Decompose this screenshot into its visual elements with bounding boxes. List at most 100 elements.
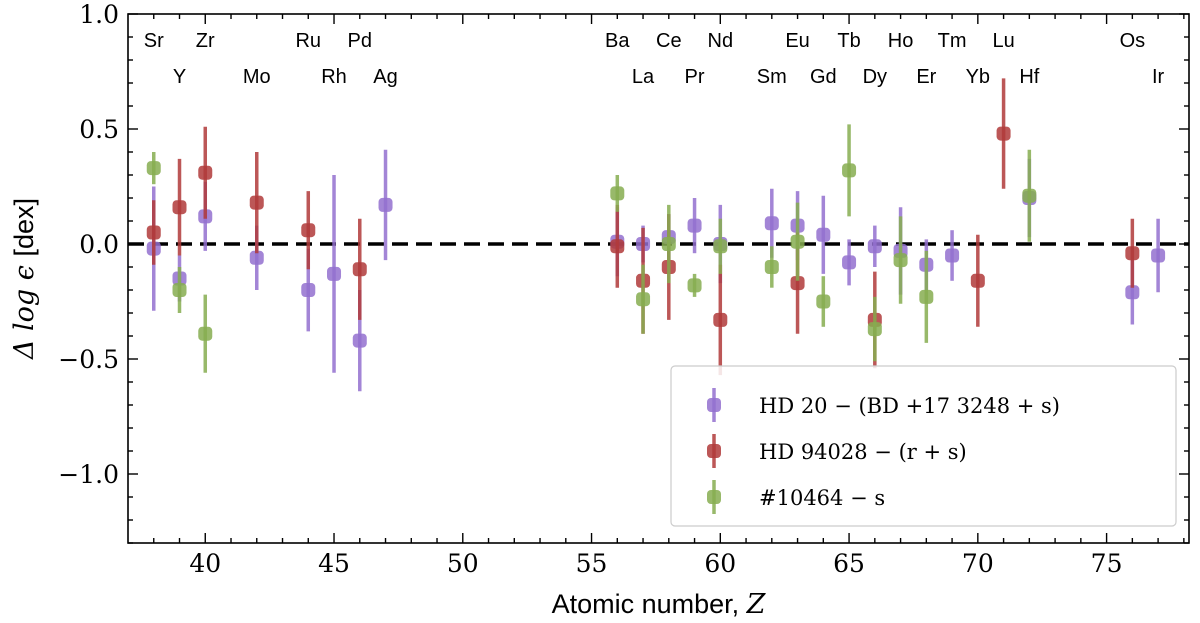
element-label-eu: Eu	[785, 30, 809, 52]
element-label-ho: Ho	[888, 30, 914, 52]
data-point	[687, 218, 702, 233]
data-point	[636, 292, 651, 307]
plot-area	[128, 78, 1189, 392]
element-label-ag: Ag	[373, 66, 397, 88]
x-tick-label: 70	[962, 549, 994, 578]
element-label-hf: Hf	[1019, 66, 1039, 88]
element-label-pd: Pd	[348, 30, 372, 52]
legend-label: HD 20 − (BD +17 3248 + s)	[759, 394, 1060, 418]
data-point	[610, 239, 625, 254]
data-point	[790, 276, 805, 291]
data-point	[713, 239, 728, 254]
element-label-sm: Sm	[757, 66, 787, 88]
element-label-dy: Dy	[863, 66, 887, 88]
y-axis-title-text: [dex]	[9, 198, 39, 257]
element-label-os: Os	[1120, 30, 1146, 52]
data-point	[842, 255, 857, 270]
element-label-tb: Tb	[837, 30, 860, 52]
data-point	[352, 262, 367, 277]
y-tick-label: 0.0	[79, 230, 119, 259]
y-axis-title: Δ log ϵ [dex]	[9, 198, 40, 360]
y-tick-label: 0.5	[79, 115, 119, 144]
data-point	[764, 260, 779, 274]
y-axis-title-symbol: Δ log ϵ	[9, 257, 40, 361]
data-point	[249, 250, 264, 265]
data-point	[378, 197, 393, 212]
x-tick-label: 40	[189, 549, 221, 578]
axes: 40 45 50 55 60 65 70 75 1.0 0.5 0.0 −0.5 −1.0 Atomic …	[9, 0, 1190, 620]
data-point	[867, 239, 882, 254]
data-point	[1125, 285, 1140, 300]
data-point	[249, 195, 264, 210]
data-point	[1022, 188, 1037, 203]
legend-entry-3: #10464 − s	[707, 480, 885, 514]
plot-frame	[127, 13, 1190, 544]
data-point	[842, 163, 857, 178]
x-axis-title-text: Atomic number,	[552, 589, 747, 619]
data-point	[301, 223, 316, 238]
element-label-sr: Sr	[144, 30, 164, 52]
data-point	[1151, 248, 1166, 263]
data-point	[816, 227, 831, 242]
legend-marker	[707, 490, 721, 504]
data-point	[713, 312, 728, 327]
element-label-pr: Pr	[685, 66, 705, 88]
element-label-mo: Mo	[243, 66, 271, 88]
x-tick-label: 65	[833, 549, 865, 578]
legend-entry-1: HD 20 − (BD +17 3248 + s)	[707, 388, 1060, 422]
element-label-nd: Nd	[708, 30, 734, 52]
legend: HD 20 − (BD +17 3248 + s) HD 94028 − (r +…	[670, 365, 1177, 527]
legend-entry-2: HD 94028 − (r + s)	[707, 434, 967, 468]
data-point	[198, 326, 213, 341]
element-label-ce: Ce	[656, 30, 682, 52]
data-point	[146, 225, 161, 240]
data-point	[970, 273, 985, 288]
data-point	[1125, 246, 1140, 261]
data-point	[687, 278, 702, 293]
data-point	[172, 283, 187, 297]
data-point	[661, 237, 676, 251]
data-point	[790, 234, 805, 249]
data-point	[919, 289, 934, 304]
element-label-y: Y	[173, 66, 186, 88]
x-axis-title-symbol: Z	[746, 589, 767, 620]
legend-label: #10464 − s	[759, 486, 885, 510]
element-label-gd: Gd	[810, 66, 837, 88]
element-label-ir: Ir	[1152, 66, 1165, 88]
data-point	[327, 266, 342, 281]
data-point	[893, 253, 908, 268]
y-tick-label: −1.0	[58, 460, 119, 489]
element-label-er: Er	[916, 66, 936, 88]
element-label-rh: Rh	[321, 66, 347, 88]
data-point	[610, 186, 625, 201]
x-tick-label: 55	[576, 549, 608, 578]
data-point	[867, 322, 882, 337]
element-label-ba: Ba	[605, 30, 630, 52]
data-point	[198, 165, 213, 180]
x-tick-label: 50	[447, 549, 479, 578]
series-1	[146, 149, 1166, 392]
data-point	[352, 333, 367, 348]
element-label-zr: Zr	[196, 30, 215, 52]
element-label-lu: Lu	[992, 30, 1014, 52]
data-point	[816, 294, 831, 309]
x-tick-label: 45	[318, 549, 350, 578]
element-label-la: La	[632, 66, 655, 88]
y-tick-label: 1.0	[79, 0, 119, 29]
element-label-yb: Yb	[966, 66, 990, 88]
data-point	[764, 216, 779, 231]
x-axis-title: Atomic number, Z	[552, 589, 767, 620]
x-tick-label: 75	[1091, 549, 1123, 578]
legend-marker	[707, 398, 721, 412]
legend-label: HD 94028 − (r + s)	[759, 440, 967, 464]
y-tick-label: −0.5	[58, 345, 119, 374]
element-label-tm: Tm	[938, 30, 967, 52]
element-label-ru: Ru	[295, 30, 321, 52]
data-point	[172, 200, 187, 215]
series-3	[146, 124, 1037, 373]
legend-marker	[707, 444, 721, 458]
data-point	[146, 161, 161, 176]
data-point	[996, 126, 1011, 141]
